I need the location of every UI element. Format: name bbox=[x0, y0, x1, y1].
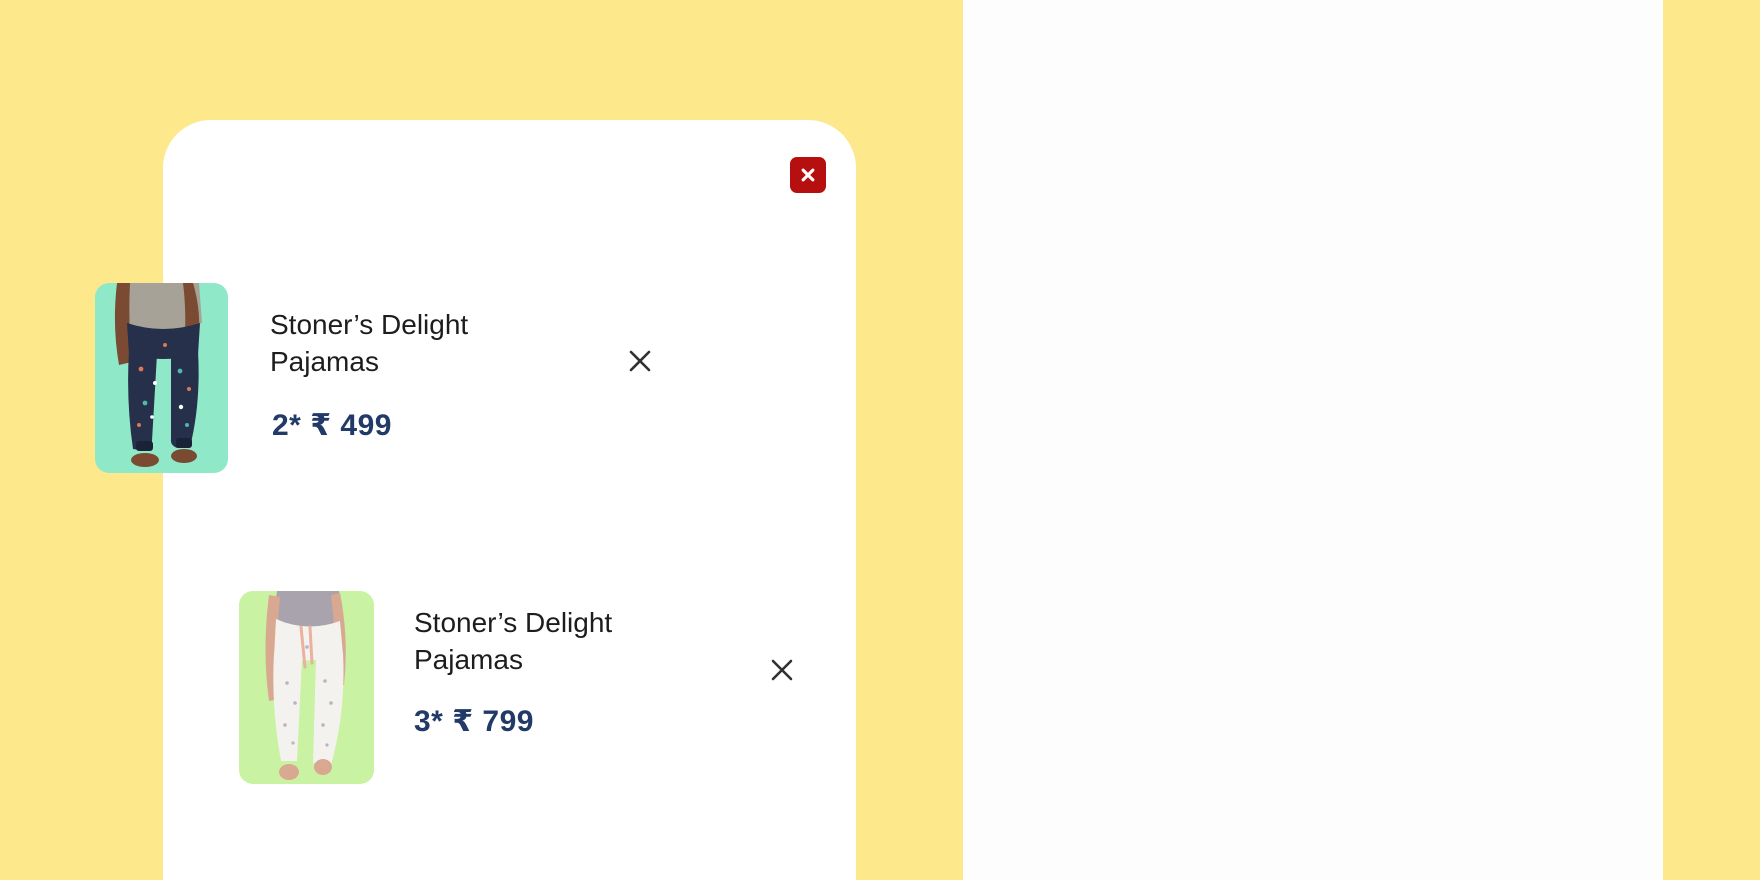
cart-item-2-title: Stoner’s Delight Pajamas bbox=[414, 607, 613, 675]
remove-x-icon bbox=[771, 659, 793, 681]
cart-close-button[interactable] bbox=[790, 157, 826, 193]
cart-item-2-image[interactable] bbox=[239, 591, 374, 784]
close-icon bbox=[801, 168, 815, 182]
remove-x-icon bbox=[629, 350, 651, 372]
filters-panel: FILTERS: COLOR SIZE XS S M L XL DESIGN P… bbox=[963, 0, 1663, 880]
pajama-woman-illustration bbox=[265, 591, 346, 780]
cart-item-2-remove-button[interactable] bbox=[767, 655, 797, 685]
cart-item-1-remove-button[interactable] bbox=[625, 346, 655, 376]
cart-item-1-image[interactable] bbox=[95, 283, 228, 473]
cart-item-1-price: 2* ₹ 499 bbox=[272, 409, 392, 442]
pajama-man-illustration bbox=[114, 283, 202, 467]
cart-item-1-title: Stoner’s Delight Pajamas bbox=[270, 309, 469, 377]
cart-item-2-price: 3* ₹ 799 bbox=[414, 705, 534, 738]
